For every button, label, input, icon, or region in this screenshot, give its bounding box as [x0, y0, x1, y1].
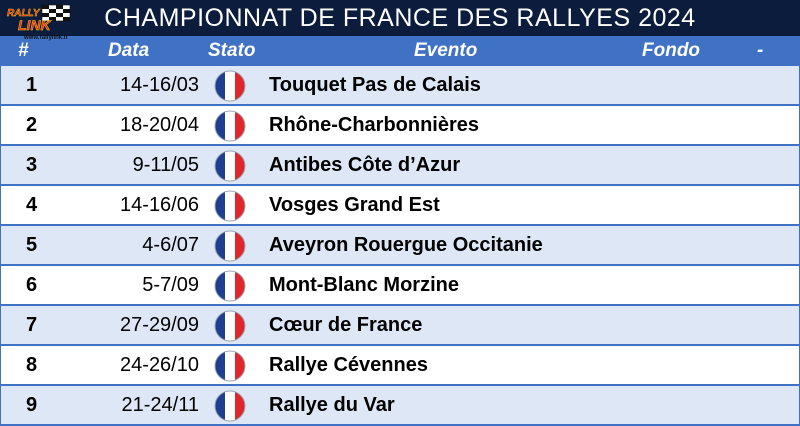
- table-row: 5 4-6/07 Aveyron Rouergue Occitanie: [0, 226, 800, 266]
- row-number: 7: [26, 314, 38, 336]
- header-dash: -: [757, 40, 764, 61]
- row-date: 18-20/04: [120, 114, 199, 136]
- checkered-flag-icon: [41, 4, 71, 22]
- row-date: 14-16/06: [120, 194, 199, 216]
- row-number: 3: [26, 154, 38, 176]
- france-flag-icon: [214, 70, 246, 102]
- row-event: Mont-Blanc Morzine: [269, 274, 459, 296]
- row-date: 24-26/10: [120, 354, 199, 376]
- row-number: 9: [26, 394, 38, 416]
- table-row: 7 27-29/09 Cœur de France: [0, 306, 800, 346]
- row-event: Cœur de France: [269, 314, 423, 336]
- row-event: Rallye Cévennes: [269, 354, 428, 376]
- row-date: 21-24/11: [121, 394, 199, 416]
- row-event: Rallye du Var: [269, 394, 395, 416]
- row-date: 5-7/09: [142, 274, 199, 296]
- header-stato: Stato: [208, 40, 256, 61]
- france-flag-icon: [214, 310, 246, 342]
- france-flag-icon: [214, 190, 246, 222]
- row-number: 8: [26, 354, 38, 376]
- header-evento: Evento: [414, 40, 478, 61]
- table-row: 6 5-7/09 Mont-Blanc Morzine: [0, 266, 800, 306]
- row-number: 5: [26, 234, 38, 256]
- france-flag-icon: [214, 230, 246, 262]
- row-event: Vosges Grand Est: [269, 194, 440, 216]
- table-row: 3 9-11/05 Antibes Côte d’Azur: [0, 146, 800, 186]
- row-date: 4-6/07: [142, 234, 199, 256]
- row-event: Antibes Côte d’Azur: [269, 154, 461, 176]
- table-body: 1 14-16/03 Touquet Pas de Calais 2 18-20/04 R…: [0, 66, 800, 426]
- row-date: 9-11/05: [132, 154, 199, 176]
- header-data: Data: [108, 40, 150, 61]
- logo-text-main: LINK: [18, 17, 52, 33]
- row-number: 4: [26, 194, 38, 216]
- table-row: 4 14-16/06 Vosges Grand Est: [0, 186, 800, 226]
- france-flag-icon: [214, 350, 246, 382]
- header-num: #: [18, 40, 29, 61]
- logo-text-top: RALLY: [7, 8, 41, 19]
- rallylink-logo: RALLY LINK www.rallylink.it: [7, 4, 71, 41]
- france-flag-icon: [214, 110, 246, 142]
- logo-url: www.rallylink.it: [23, 35, 67, 41]
- table-header: # Data Stato Evento Fondo -: [0, 36, 800, 66]
- table-row: 1 14-16/03 Touquet Pas de Calais: [0, 66, 800, 106]
- row-date: 14-16/03: [120, 74, 199, 96]
- table-row: 9 21-24/11 Rallye du Var: [0, 386, 800, 426]
- row-number: 1: [26, 74, 38, 96]
- france-flag-icon: [214, 390, 246, 422]
- row-event: Touquet Pas de Calais: [269, 74, 481, 96]
- table-row: 2 18-20/04 Rhône-Charbonnières: [0, 106, 800, 146]
- table-row: 8 24-26/10 Rallye Cévennes: [0, 346, 800, 386]
- row-number: 6: [26, 274, 38, 296]
- row-event: Rhône-Charbonnières: [269, 114, 480, 136]
- row-number: 2: [26, 114, 38, 136]
- row-date: 27-29/09: [120, 314, 199, 336]
- row-event: Aveyron Rouergue Occitanie: [269, 234, 543, 256]
- header-fondo: Fondo: [642, 40, 701, 61]
- france-flag-icon: [214, 150, 246, 182]
- france-flag-icon: [214, 270, 246, 302]
- page-title: CHAMPIONNAT DE FRANCE DES RALLYES 2024: [0, 0, 800, 36]
